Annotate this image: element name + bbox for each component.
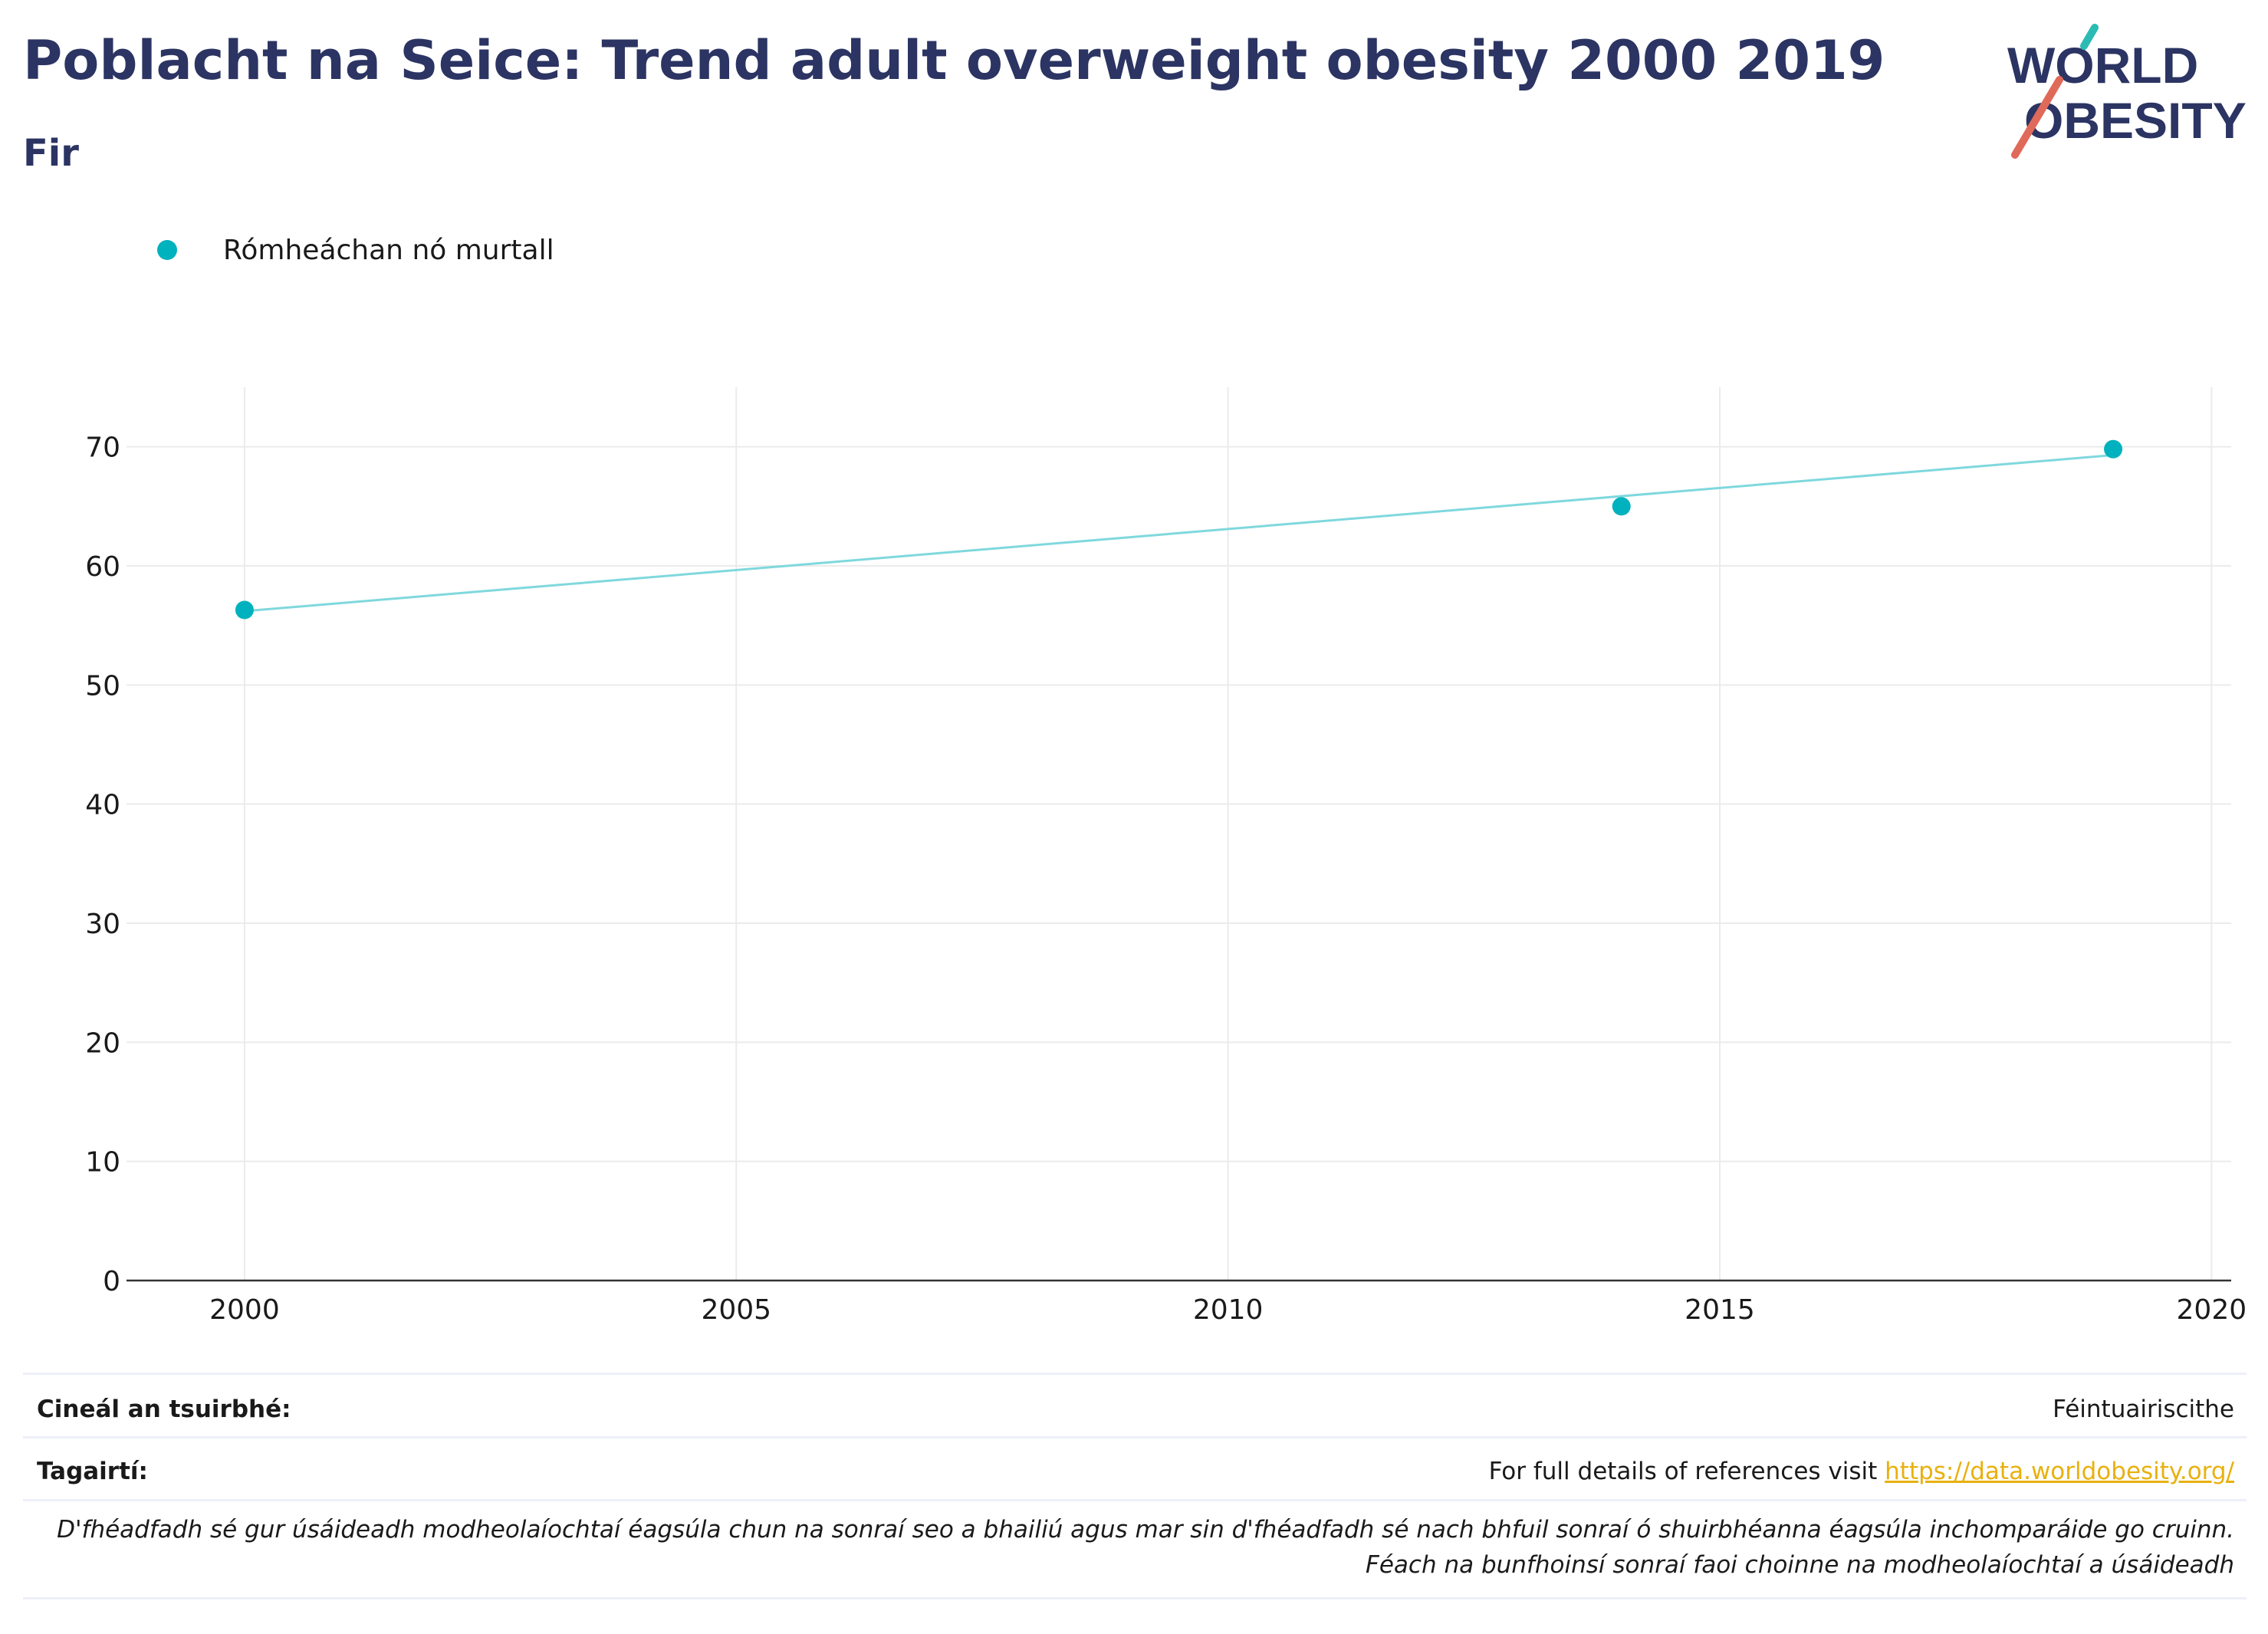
x-tick-label: 2020 — [2177, 1294, 2247, 1326]
trend-line — [244, 454, 2114, 613]
y-tick-label: 30 — [85, 909, 120, 940]
x-tick-label: 2000 — [209, 1294, 280, 1326]
survey-type-value: Féintuairiscithe — [2053, 1396, 2234, 1423]
y-tick-label: 70 — [85, 432, 120, 464]
y-tick-label: 0 — [103, 1266, 120, 1297]
data-point — [235, 600, 254, 620]
footer-divider — [23, 1373, 2247, 1375]
methodology-note-line2: Féach na bunfhoinsí sonraí faoi choinne … — [1366, 1551, 2234, 1579]
legend-label: Rómheáchan nó murtall — [223, 234, 554, 266]
x-tick-label: 2005 — [701, 1294, 771, 1326]
y-tick-label: 40 — [85, 790, 120, 821]
chart-area: 2000 2005 2010 2015 2020 0 10 20 30 40 50 60 70 — [85, 387, 2247, 1326]
footer-references-row: Tagairtí: For full details of references… — [37, 1452, 2234, 1491]
data-point — [2104, 439, 2123, 459]
legend[interactable]: Rómheáchan nó murtall — [157, 227, 554, 273]
logo-text-world: WORLD — [2007, 37, 2198, 94]
world-obesity-logo: WORLD OBESITY — [2007, 24, 2247, 159]
chart-subtitle: Fir — [23, 132, 79, 175]
data-point — [1612, 497, 1631, 516]
footer-divider — [23, 1499, 2247, 1501]
x-tick-label: 2010 — [1193, 1294, 1264, 1326]
logo-teal-slash — [2080, 24, 2099, 50]
y-tick-label: 10 — [85, 1147, 120, 1179]
methodology-note: D'fhéadfadh sé gur úsáideadh modheolaíoc… — [37, 1512, 2234, 1583]
footer-divider — [23, 1597, 2247, 1599]
y-tick-label: 60 — [85, 551, 120, 583]
x-tick-label: 2015 — [1685, 1294, 1755, 1326]
y-tick-label: 20 — [85, 1027, 120, 1059]
methodology-note-line1: D'fhéadfadh sé gur úsáideadh modheolaíoc… — [57, 1516, 2234, 1544]
logo-red-slash — [2011, 76, 2063, 159]
references-label: Tagairtí: — [37, 1458, 148, 1485]
footer-survey-row: Cineál an tsuirbhé: Féintuairiscithe — [37, 1389, 2234, 1429]
legend-marker — [157, 240, 177, 260]
logo-text-obesity: OBESITY — [2024, 92, 2247, 149]
references-text-wrap: For full details of references visit htt… — [1489, 1458, 2234, 1485]
chart-title: Poblacht na Seice: Trend adult overweigh… — [23, 29, 1885, 92]
y-tick-label: 50 — [85, 670, 120, 702]
references-link[interactable]: https://data.worldobesity.org/ — [1885, 1458, 2234, 1485]
footer-divider — [23, 1436, 2247, 1438]
survey-type-label: Cineál an tsuirbhé: — [37, 1396, 291, 1423]
references-text: For full details of references visit — [1488, 1458, 1885, 1485]
